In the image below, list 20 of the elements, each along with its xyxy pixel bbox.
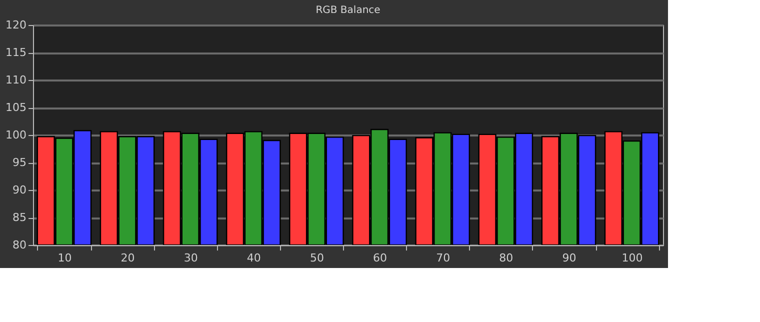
y-tick-label: 115: [6, 46, 26, 59]
y-tick-label: 105: [6, 101, 26, 114]
y-tick-label: 100: [6, 128, 26, 142]
y-tick-label: 95: [12, 156, 26, 169]
y-tick-label: 85: [12, 211, 26, 224]
x-tick-label: 60: [373, 252, 388, 264]
y-tick-label: 80: [12, 238, 26, 252]
y-tick-label: 120: [6, 18, 26, 32]
x-tick-label: 80: [499, 252, 514, 264]
x-tick-label: 50: [310, 252, 324, 264]
y-tick-label: 110: [6, 74, 26, 86]
x-tick-label: 30: [184, 252, 198, 264]
x-tick-label: 70: [436, 252, 450, 264]
x-tick-label: 20: [120, 252, 135, 264]
y-tick-label: 90: [12, 184, 26, 196]
x-tick-label: 100: [622, 252, 643, 264]
x-tick-label: 40: [246, 252, 261, 264]
x-tick-label: 10: [58, 252, 72, 264]
x-tick-label: 90: [562, 252, 576, 264]
chart-title: RGB Balance: [316, 5, 380, 16]
